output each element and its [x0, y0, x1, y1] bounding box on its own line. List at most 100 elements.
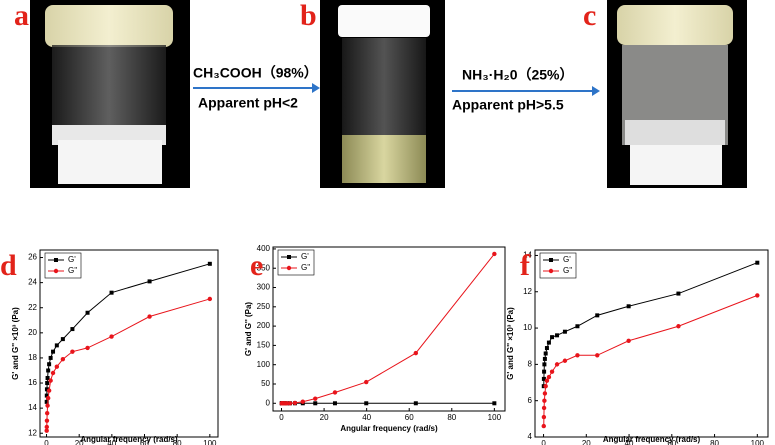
y-tick-label: 14	[523, 251, 532, 260]
marker	[676, 324, 681, 329]
marker	[300, 399, 305, 404]
arrow-label: CH₃COOH（98%）	[193, 65, 318, 81]
y-tick-label: 14	[28, 403, 37, 412]
series-line	[543, 294, 758, 427]
marker	[60, 337, 65, 342]
marker	[626, 338, 631, 343]
marker	[48, 355, 53, 360]
marker	[413, 401, 418, 406]
marker	[44, 418, 50, 423]
x-tick-label: 80	[447, 413, 456, 422]
marker	[109, 290, 114, 295]
legend-label: G'	[68, 255, 76, 264]
y-tick-label: 8	[528, 359, 533, 368]
legend-marker	[549, 258, 553, 262]
marker	[47, 362, 52, 367]
y-tick-label: 0	[266, 398, 271, 407]
marker	[147, 279, 152, 284]
marker	[207, 261, 212, 266]
marker	[44, 399, 49, 404]
marker	[541, 423, 546, 429]
y-tick-label: 200	[257, 321, 271, 330]
marker	[109, 334, 114, 339]
series-line	[46, 298, 210, 431]
legend-label: G''	[68, 266, 78, 275]
marker	[550, 335, 555, 340]
marker	[45, 381, 50, 386]
marker	[54, 364, 60, 369]
series-line	[46, 263, 210, 402]
x-tick-label: 0	[44, 439, 49, 445]
marker	[54, 343, 59, 348]
marker	[549, 369, 555, 374]
x-axis-label: Angular frequency (rad/s)	[80, 435, 178, 444]
x-axis-label: Angular frequency (rad/s)	[603, 435, 701, 444]
legend-box	[44, 252, 82, 279]
marker	[50, 370, 56, 376]
y-tick-label: 18	[28, 353, 37, 362]
marker	[364, 379, 369, 385]
photo	[320, 0, 445, 188]
panel-label: b	[300, 0, 317, 32]
y-tick-label: 100	[257, 360, 271, 369]
marker	[332, 390, 338, 395]
y-tick-label: 24	[28, 278, 37, 287]
x-tick-label: 0	[279, 413, 284, 422]
marker	[44, 424, 49, 430]
marker	[595, 313, 600, 318]
marker	[575, 353, 580, 358]
marker	[542, 391, 548, 396]
marker	[676, 291, 681, 296]
photo	[30, 0, 190, 188]
marker	[44, 428, 49, 433]
legend-box	[539, 252, 577, 279]
legend-box	[277, 249, 315, 276]
marker	[70, 349, 75, 354]
y-tick-label: 150	[257, 341, 271, 350]
panel-label: c	[583, 0, 596, 32]
y-tick-label: 350	[257, 263, 271, 272]
panel-label: e	[250, 249, 263, 282]
marker	[287, 401, 293, 406]
marker	[541, 405, 547, 411]
marker	[562, 329, 567, 334]
arrow-label: Apparent pH<2	[198, 95, 298, 111]
marker	[543, 383, 548, 389]
x-tick-label: 60	[667, 439, 676, 445]
legend-label: G''	[563, 266, 573, 275]
marker	[44, 410, 50, 416]
x-tick-label: 100	[488, 413, 502, 422]
y-tick-label: 4	[528, 432, 533, 441]
marker	[45, 403, 50, 408]
marker	[313, 396, 318, 401]
y-axis-label: G' and G'' (Pa)	[244, 302, 253, 356]
marker	[147, 314, 152, 319]
marker	[413, 350, 419, 356]
marker	[555, 333, 560, 338]
marker	[284, 401, 290, 406]
marker	[546, 374, 552, 380]
marker	[542, 369, 547, 374]
marker	[554, 362, 560, 367]
plot-frame	[272, 246, 506, 412]
marker	[542, 362, 547, 367]
y-tick-label: 22	[28, 303, 37, 312]
x-tick-label: 20	[582, 439, 591, 445]
marker	[51, 349, 56, 354]
marker	[542, 356, 547, 361]
marker	[492, 401, 497, 406]
marker	[626, 304, 631, 309]
legend-label: G'	[301, 252, 309, 261]
legend-label: G'	[563, 255, 571, 264]
x-tick-label: 100	[203, 439, 217, 445]
legend-marker	[287, 255, 291, 259]
marker	[292, 400, 298, 406]
marker	[46, 388, 52, 393]
marker	[544, 346, 549, 351]
marker	[45, 376, 50, 381]
x-tick-label: 20	[320, 413, 329, 422]
marker	[46, 368, 51, 373]
y-tick-label: 250	[257, 302, 271, 311]
marker	[85, 310, 90, 315]
